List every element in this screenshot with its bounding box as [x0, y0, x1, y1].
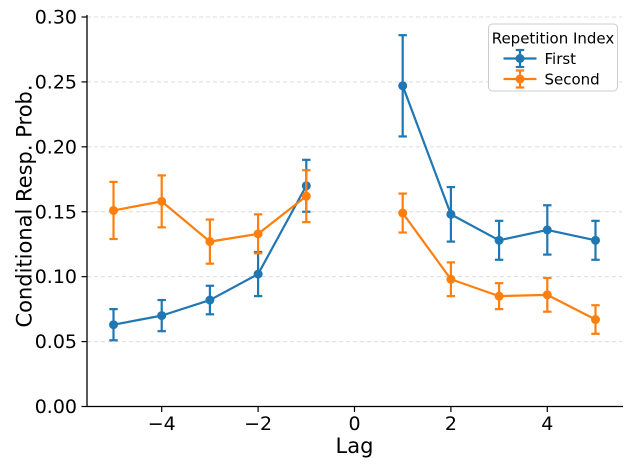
data-point [590, 235, 600, 245]
y-tick-label: 0.00 [35, 396, 77, 418]
data-point [301, 191, 311, 201]
y-tick-label: 0.30 [35, 7, 77, 29]
y-tick-label: 0.05 [35, 331, 77, 353]
data-point [157, 311, 167, 321]
x-tick-label: −4 [148, 413, 176, 435]
legend-title: Repetition Index [492, 30, 615, 48]
series-line [401, 84, 597, 242]
y-tick-label: 0.10 [35, 266, 77, 288]
data-series [109, 34, 600, 342]
legend-item-first: First [503, 48, 577, 69]
data-point [446, 274, 456, 284]
y-tick-label: 0.15 [35, 201, 77, 223]
data-point [205, 295, 215, 305]
data-point [542, 290, 552, 300]
data-point [494, 291, 504, 301]
y-axis-label: Conditional Resp. Prob. [13, 84, 37, 327]
data-point [398, 208, 408, 218]
x-tick-label: 4 [541, 413, 553, 435]
legend: Repetition Index First Second [488, 23, 618, 92]
legend-item-second: Second [503, 69, 600, 89]
data-point [109, 320, 119, 330]
legend-marker [515, 54, 525, 63]
y-tick-label: 0.25 [35, 71, 77, 93]
x-tick-label: 2 [445, 413, 457, 435]
data-point [494, 235, 504, 245]
series-second [109, 169, 600, 335]
x-tick-label: −2 [244, 413, 272, 435]
series-first [109, 34, 600, 342]
data-point [253, 229, 263, 239]
y-tick-label: 0.20 [35, 136, 77, 158]
x-axis-label: Lag [336, 434, 374, 458]
axes: −4 −2 0 2 4 0.00 0.05 0.10 0.15 0.20 0.25 0.30 [35, 7, 623, 435]
data-point [446, 209, 456, 219]
legend-marker [515, 74, 525, 84]
x-tick-label: 0 [348, 413, 360, 435]
data-point [542, 225, 552, 235]
data-point [157, 196, 167, 206]
data-point [205, 237, 215, 247]
legend-item-label: First [545, 50, 577, 68]
data-point [109, 205, 119, 215]
data-point [590, 315, 600, 325]
legend-item-label: Second [545, 71, 600, 89]
data-point [253, 269, 263, 279]
data-point [398, 81, 408, 91]
